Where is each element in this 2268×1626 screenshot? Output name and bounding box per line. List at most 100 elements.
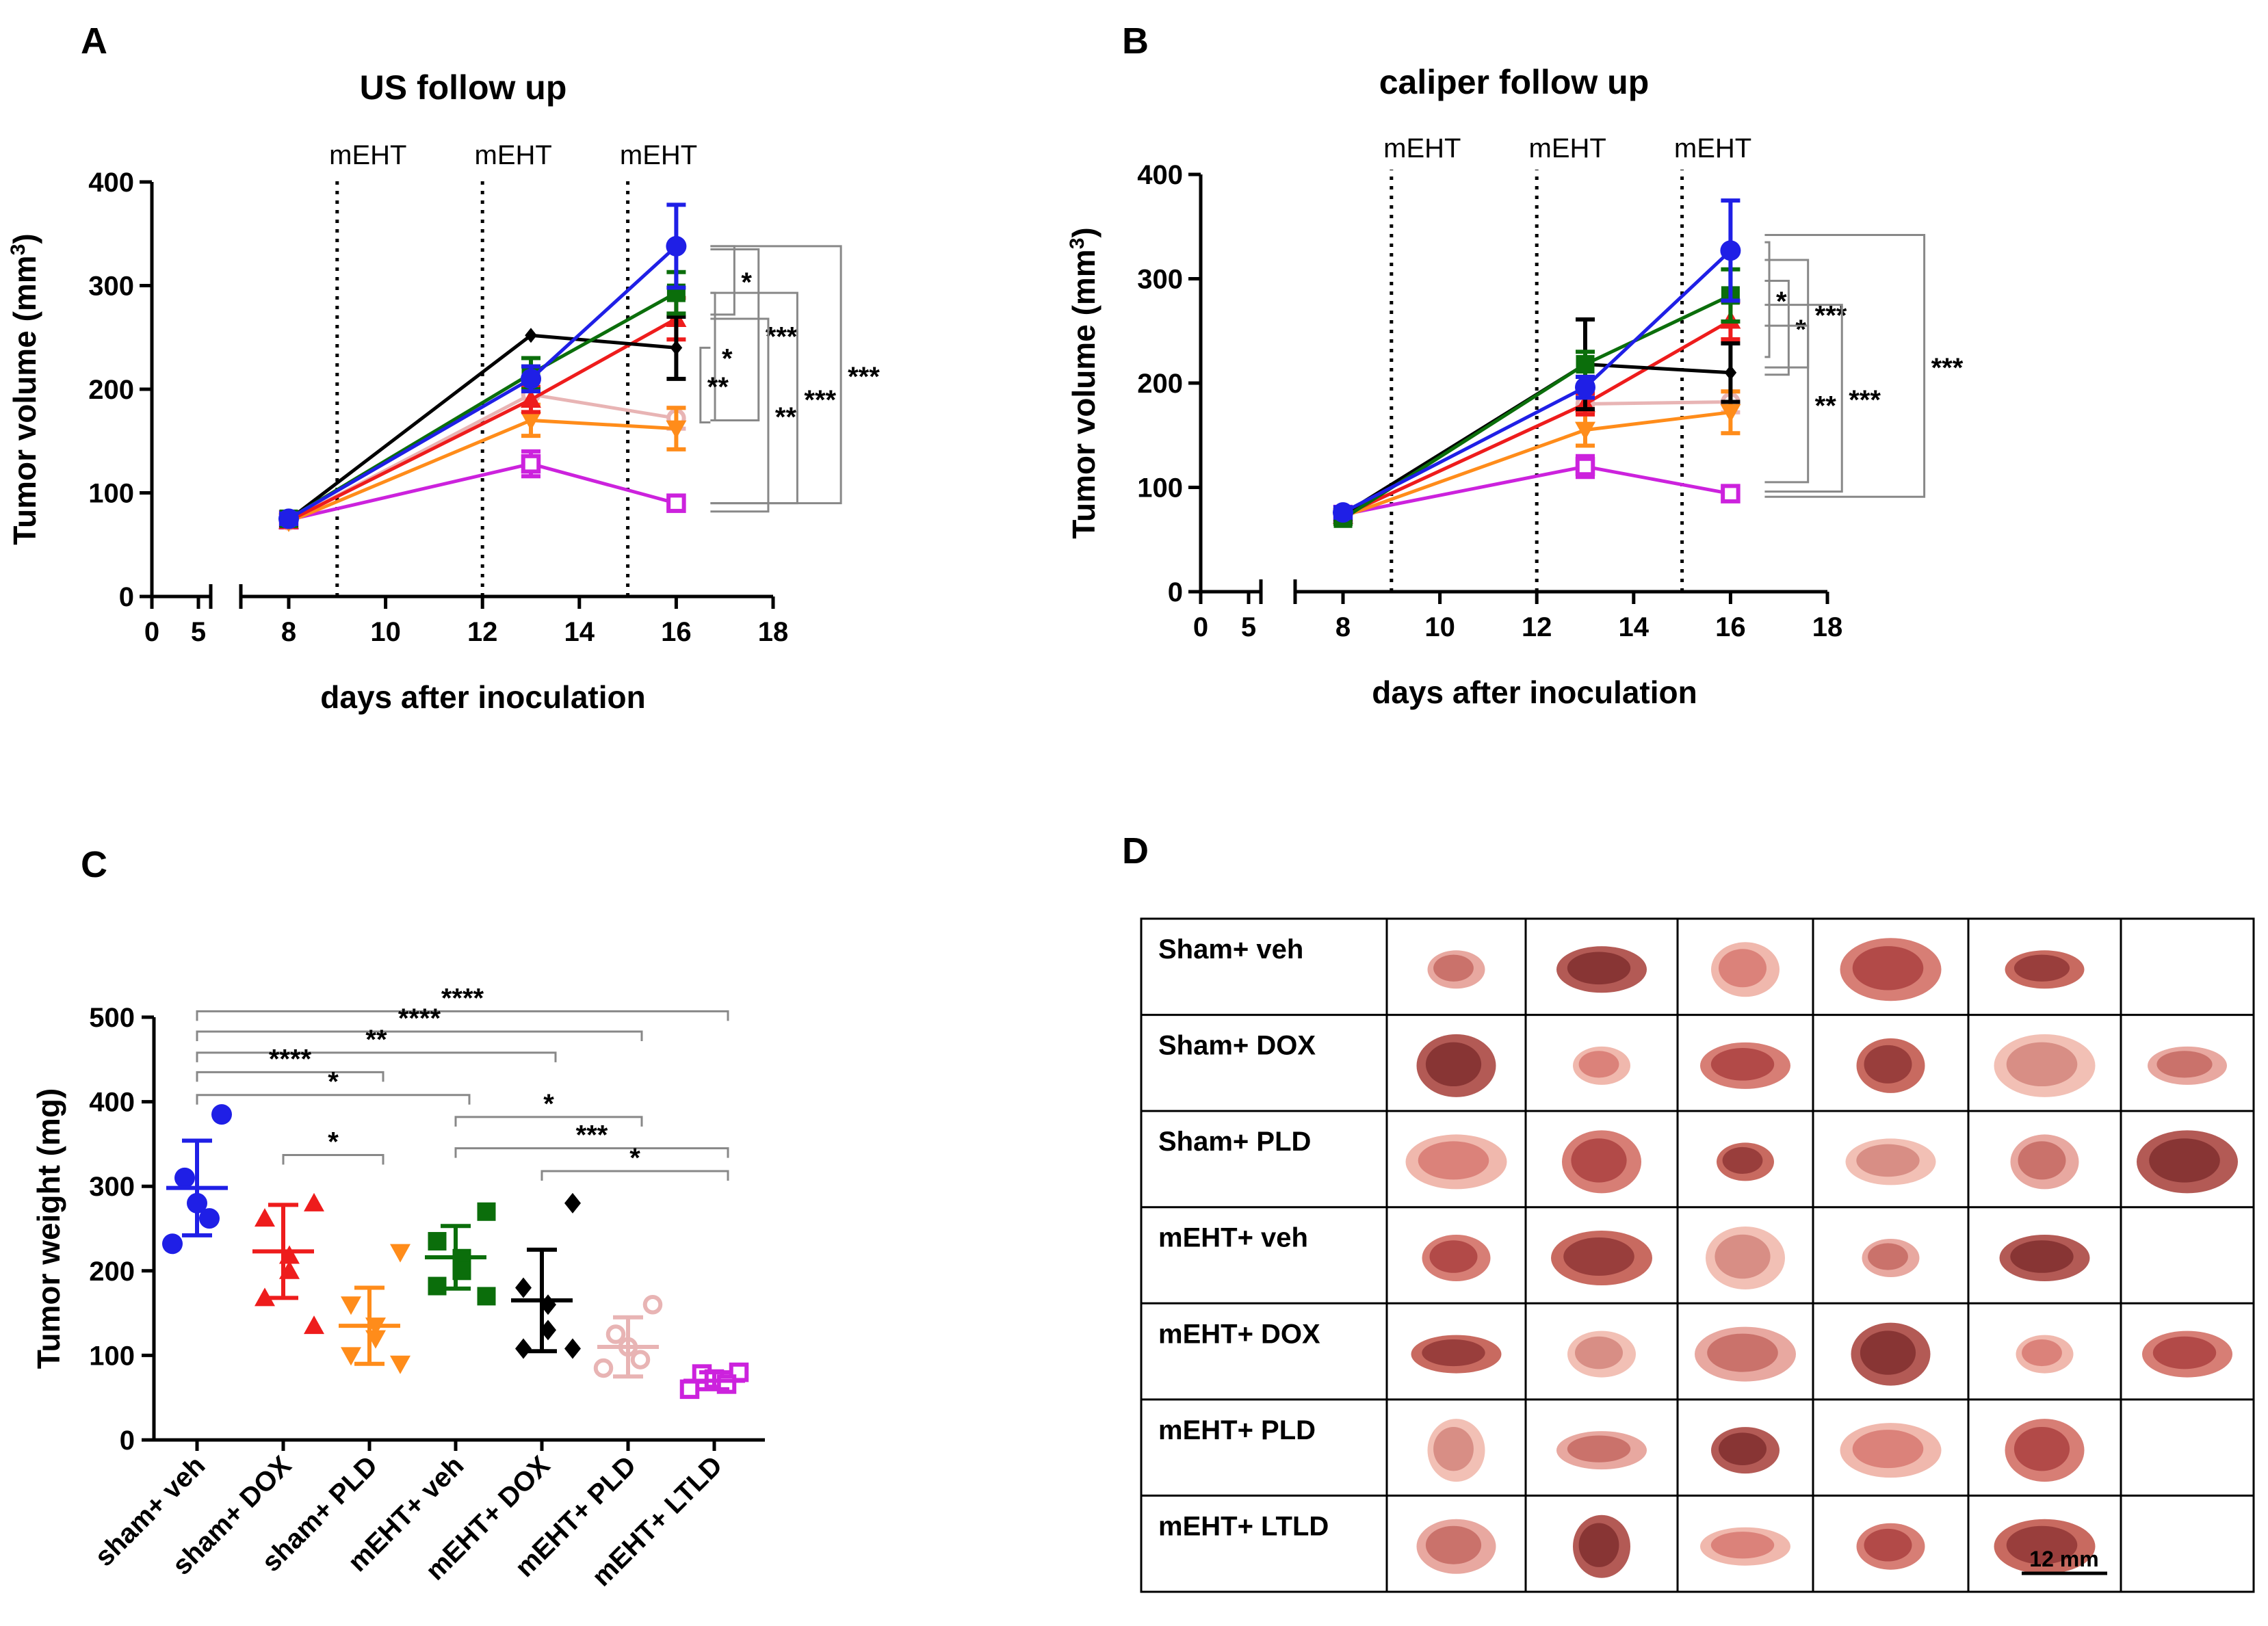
x-tick-label: 16 — [1715, 612, 1746, 642]
significance-label: ** — [707, 372, 729, 402]
data-point — [521, 412, 541, 431]
data-point — [515, 1277, 532, 1298]
y-tick-label: 300 — [1137, 265, 1183, 295]
treatment-label: mEHT — [1529, 133, 1606, 163]
tumor-sample-core — [1418, 1141, 1489, 1180]
tumor-sample-core — [2013, 1426, 2070, 1471]
y-tick-label: 400 — [88, 168, 134, 198]
data-point — [1720, 404, 1741, 423]
data-point — [304, 1192, 324, 1211]
x-tick-label: 18 — [758, 617, 789, 647]
x-tick-label: 10 — [1424, 612, 1455, 642]
significance-label: * — [328, 1127, 339, 1157]
panel-d-letter: D — [1122, 830, 1149, 871]
panel-a-title: US follow up — [360, 68, 567, 107]
significance-label: *** — [1849, 385, 1881, 415]
tumor-sample-core — [1852, 1430, 1924, 1469]
tumor-sample-core — [2010, 1240, 2074, 1273]
tumor-sample-core — [2156, 1051, 2213, 1078]
significance-bracket — [710, 248, 760, 421]
panel-a-letter: A — [81, 21, 107, 62]
tumor-sample-core — [1852, 946, 1924, 991]
data-point — [521, 454, 541, 474]
panel-c-letter: C — [81, 844, 107, 885]
data-point — [199, 1208, 220, 1229]
data-point — [278, 508, 299, 529]
data-point — [1333, 502, 1353, 523]
y-tick-label: 0 — [119, 582, 134, 612]
significance-label: **** — [398, 1004, 441, 1034]
data-point — [666, 420, 687, 439]
table-row-label: Sham+ PLD — [1158, 1127, 1311, 1157]
data-point — [630, 1350, 651, 1369]
data-point — [428, 1276, 447, 1296]
x-tick-label: 12 — [467, 617, 498, 647]
x-tick-label: 10 — [370, 617, 401, 647]
y-tick-label: 100 — [89, 1341, 135, 1371]
tumor-sample-core — [1864, 1528, 1912, 1562]
significance-label: * — [741, 267, 752, 298]
y-tick-label: 500 — [89, 1003, 135, 1033]
data-point — [211, 1104, 232, 1125]
treatment-label: mEHT — [620, 140, 697, 170]
data-point — [1576, 355, 1595, 374]
x-tick-label: 8 — [281, 617, 296, 647]
significance-label: * — [1776, 287, 1787, 317]
data-point — [1724, 365, 1737, 380]
significance-bracket — [710, 317, 770, 513]
treatment-label: mEHT — [1674, 133, 1751, 163]
tumor-sample-core — [1710, 1532, 1775, 1559]
data-point — [642, 1294, 663, 1315]
series-line — [1342, 363, 1731, 516]
y-axis-title-sup: 3 — [1066, 238, 1089, 250]
panel-b-letter: B — [1122, 21, 1149, 62]
table-row-label: mEHT+ DOX — [1158, 1319, 1320, 1349]
y-tick-label: 200 — [89, 1257, 135, 1287]
tumor-sample-core — [1433, 1426, 1474, 1471]
significance-bracket — [710, 245, 842, 505]
y-axis-title: Tumor volume (mm3) — [1066, 227, 1102, 538]
significance-label: * — [629, 1143, 640, 1173]
significance-label: **** — [441, 983, 484, 1013]
x-tick-label: 0 — [1193, 612, 1208, 642]
x-tick-label: 5 — [1241, 612, 1256, 642]
series-line — [1342, 249, 1732, 514]
y-tick-label: 100 — [88, 479, 134, 509]
x-tick-label: 16 — [661, 617, 692, 647]
x-tick-label: 8 — [1335, 612, 1351, 642]
significance-label: *** — [576, 1120, 608, 1151]
scale-bar-label: 12 mm — [2029, 1547, 2098, 1571]
significance-label: * — [328, 1067, 339, 1097]
significance-bracket — [196, 1094, 471, 1105]
significance-bracket — [699, 346, 711, 423]
y-axis-title-main: Tumor volume (mm — [7, 255, 42, 545]
y-axis-title-main: Tumor volume (mm — [1066, 249, 1102, 538]
significance-label: * — [543, 1089, 554, 1119]
data-point — [255, 1287, 275, 1307]
tumor-sample-core — [1715, 1234, 1771, 1279]
tumor-sample-core — [1864, 1045, 1912, 1084]
x-tick-label: 18 — [1812, 612, 1843, 642]
table-row-label: mEHT+ LTLD — [1158, 1511, 1329, 1541]
data-point — [477, 1202, 496, 1221]
tumor-sample-core — [1707, 1333, 1778, 1372]
significance-bracket — [1764, 233, 1926, 498]
significance-label: ** — [365, 1025, 387, 1055]
table-row-label: Sham+ DOX — [1158, 1031, 1316, 1061]
data-point — [255, 1208, 275, 1227]
data-point — [515, 1338, 532, 1359]
significance-bracket — [1764, 324, 1810, 484]
data-point — [666, 493, 686, 513]
significance-bracket — [454, 1147, 729, 1158]
tumor-sample-core — [2022, 1339, 2062, 1367]
significance-label: * — [722, 343, 733, 373]
tumor-sample-core — [1567, 1435, 1631, 1463]
significance-bracket — [196, 1010, 729, 1021]
tumor-sample-core — [1575, 1336, 1623, 1369]
y-tick-label: 400 — [1137, 160, 1183, 190]
data-point — [1575, 456, 1595, 477]
y-axis-title: Tumor weight (mg) — [31, 1088, 66, 1369]
data-point — [1720, 240, 1741, 261]
